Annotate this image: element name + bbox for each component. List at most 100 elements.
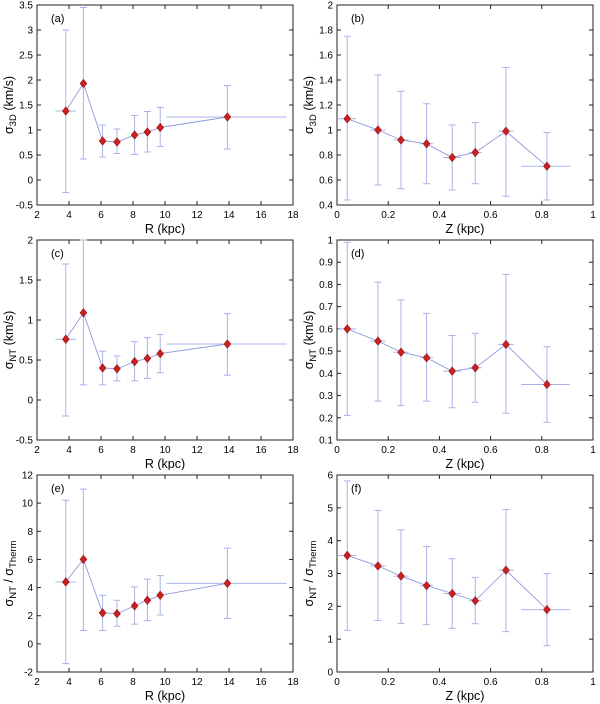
data-point-marker — [343, 550, 352, 561]
data-point-marker — [98, 363, 107, 373]
data-point-marker — [471, 363, 480, 373]
x-tick-label: 8 — [130, 445, 136, 456]
panel-f-svg: 0 0.2 0.4 0.6 0.8 1 0 1 2 3 4 5 6 (f) Z (kpc) σNT​ / σT… — [302, 471, 596, 704]
panel-f: 0 0.2 0.4 0.6 0.8 1 0 1 2 3 4 5 6 (f) Z (kpc) σNT​ / σT… — [300, 470, 600, 704]
axis-box — [336, 474, 594, 673]
y-tick-label: 0.2 — [319, 413, 333, 424]
x-tick-label: 14 — [223, 210, 235, 221]
panel-c-svg: 2 4 6 8 10 12 14 16 18 -0.5 0 0.5 1 1.5 2 (c) R (kpc) σNT… — [2, 236, 299, 471]
data-point-marker — [79, 78, 88, 89]
y-axis-label: σNT​ / σTherm​ — [2, 540, 19, 606]
y-tick-label: 1.6 — [319, 51, 333, 62]
data-point-marker — [502, 126, 510, 136]
panel-letter: (c) — [51, 248, 64, 260]
y-axis-label: σNT​ / σTherm​ — [302, 540, 319, 606]
x-tick-label: 14 — [223, 677, 235, 688]
y-tick-label: 0.6 — [319, 324, 333, 335]
x-tick-label: 0.4 — [432, 445, 446, 456]
panel-a: 2 4 6 8 10 12 14 16 18 -0.5 0 0.5 1 1.5 2 2.5 3 3.5 (a) R (… — [0, 0, 300, 236]
y-tick-label: 1 — [327, 236, 333, 247]
y-axis-label: σNT​ (km/s) — [302, 311, 319, 370]
data-point-marker — [374, 561, 382, 571]
data-point-marker — [422, 353, 431, 363]
data-point-marker — [143, 595, 152, 605]
data-point-marker — [223, 112, 232, 122]
y-tick-label: 6 — [27, 555, 33, 566]
axis-box — [336, 4, 594, 206]
data-point-marker — [98, 136, 107, 146]
series-line — [347, 118, 548, 167]
x-tick-label: 4 — [66, 445, 72, 456]
y-tick-label: 8 — [27, 527, 33, 538]
x-tick-label: 0.4 — [432, 210, 446, 221]
x-tick-label: 1 — [590, 210, 596, 221]
y-tick-label: 4 — [27, 583, 33, 594]
error-bars — [55, 239, 287, 417]
y-tick-label: 2 — [327, 1, 333, 12]
y-tick-label: 1 — [27, 316, 33, 327]
error-bars — [55, 7, 287, 193]
data-points — [343, 114, 551, 171]
x-tick-label: 12 — [191, 677, 203, 688]
y-axis-label: σNT​ (km/s) — [2, 311, 19, 370]
series-line — [347, 554, 548, 610]
data-point-marker — [79, 308, 88, 318]
y-tick-label: 0.3 — [319, 391, 333, 402]
y-tick-label: 0 — [27, 396, 33, 407]
x-tick-label: 1 — [590, 445, 596, 456]
y-tick-label: 2 — [27, 611, 33, 622]
x-tick-label: 18 — [287, 210, 299, 221]
axis-box — [336, 239, 594, 441]
data-point-marker — [422, 580, 431, 591]
x-tick-label: 10 — [159, 445, 171, 456]
error-bars — [55, 488, 287, 665]
x-tick-label: 0.6 — [484, 677, 498, 688]
data-point-marker — [143, 353, 152, 364]
data-point-marker — [448, 366, 456, 376]
data-point-marker — [543, 161, 551, 171]
panel-letter: (a) — [51, 13, 64, 25]
data-point-marker — [113, 137, 121, 147]
axis-box — [36, 4, 294, 206]
x-tick-label: 0.4 — [432, 677, 446, 688]
y-tick-label: 0 — [27, 639, 33, 650]
data-points — [62, 554, 232, 619]
x-tick-label: 0.2 — [381, 677, 395, 688]
data-point-marker — [79, 554, 88, 565]
data-point-marker — [130, 356, 139, 367]
y-tick-label: 3.5 — [19, 1, 33, 12]
data-point-marker — [543, 379, 551, 390]
axis-ticks — [36, 239, 294, 441]
x-axis-label: Z (kpc) — [446, 222, 485, 235]
series-line — [347, 328, 548, 385]
y-tick-label: 10 — [22, 499, 34, 510]
panel-letter: (b) — [351, 13, 364, 25]
panel-a-svg: 2 4 6 8 10 12 14 16 18 -0.5 0 0.5 1 1.5 2 2.5 3 3.5 (a) R (… — [2, 1, 299, 236]
y-tick-label: 1.5 — [19, 101, 33, 112]
x-tick-label: 2 — [34, 677, 40, 688]
x-tick-label: 0.2 — [381, 210, 395, 221]
data-point-marker — [113, 364, 121, 374]
data-point-marker — [130, 601, 139, 611]
data-point-marker — [156, 590, 164, 600]
axis-ticks — [336, 4, 594, 206]
y-tick-label: 3 — [327, 569, 333, 580]
data-point-marker — [502, 565, 510, 575]
error-bars — [338, 35, 570, 201]
x-axis-label: Z (kpc) — [446, 689, 485, 703]
panel-c: 2 4 6 8 10 12 14 16 18 -0.5 0 0.5 1 1.5 2 (c) R (kpc) σNT… — [0, 235, 300, 471]
data-point-marker — [98, 608, 107, 618]
x-axis-label: R (kpc) — [145, 689, 185, 703]
y-tick-label: 1.5 — [19, 276, 33, 287]
data-point-marker — [156, 122, 164, 133]
panel-letter: (f) — [351, 483, 361, 495]
x-tick-label: 14 — [223, 445, 235, 456]
panel-e-svg: 2 4 6 8 10 12 14 16 18 -2 0 2 4 6 8 10 12 (e) R (kpc) σNT​ … — [2, 471, 299, 704]
y-tick-label: 0.9 — [319, 258, 333, 269]
x-tick-label: 0 — [334, 210, 340, 221]
panel-e: 2 4 6 8 10 12 14 16 18 -2 0 2 4 6 8 10 12 (e) R (kpc) σNT​ … — [0, 470, 300, 704]
x-tick-label: 0.6 — [484, 445, 498, 456]
axis-ticks — [36, 4, 294, 206]
data-point-marker — [397, 135, 405, 145]
